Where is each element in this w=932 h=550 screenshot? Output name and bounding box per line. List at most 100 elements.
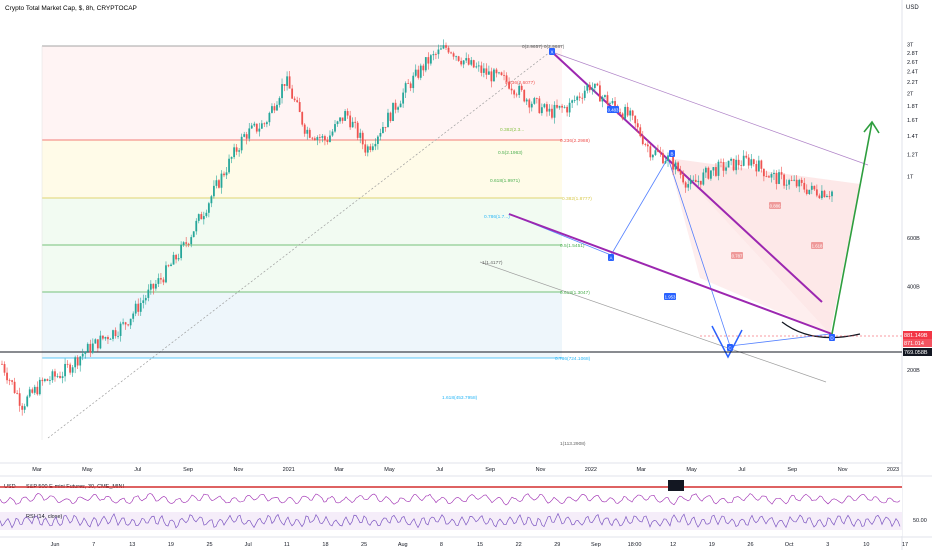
candle-body [177, 258, 180, 260]
candle-body [215, 180, 218, 186]
bottom-tick-label: 25 [361, 542, 367, 548]
candle-body [271, 106, 273, 113]
candle-body [167, 265, 170, 267]
candle-body [273, 106, 276, 111]
time-axis-ticks: Mar May Jul Sep Nov 2021 Mar May Jul Sep Nov 2022 Ma… [32, 467, 899, 473]
price-tick-label: 2.6T [907, 60, 919, 66]
candle-body [157, 278, 160, 284]
candle-body [546, 104, 548, 112]
candle-body [339, 117, 341, 122]
candle-body [238, 150, 241, 152]
candle-body [712, 167, 715, 171]
candle-body [71, 367, 74, 373]
time-tick-label: Sep [787, 467, 797, 473]
candle-body [99, 335, 102, 349]
candle-body [187, 243, 190, 245]
upper-channel-line[interactable] [551, 51, 823, 303]
candle-body [3, 364, 6, 373]
candle-body [61, 376, 64, 378]
candle-body [109, 338, 112, 340]
price-axis-unit: USD [906, 5, 919, 11]
rsi-line [0, 512, 901, 529]
candle-body [74, 357, 77, 368]
candle-body [182, 242, 185, 245]
candle-body [165, 265, 167, 283]
fib-level-label: 0.5(2.1963) [498, 150, 523, 156]
candle-body [631, 110, 634, 116]
candle-body [667, 155, 669, 162]
candle-body [725, 167, 727, 171]
candle-body [614, 101, 616, 106]
fib-level-label: 0.5(1.5451) [560, 243, 585, 249]
fib-level-label: 0.618(1.9971) [490, 178, 520, 184]
candle-body [147, 289, 150, 298]
time-tick-label: Mar [636, 467, 646, 473]
candle-body [258, 128, 261, 132]
channel-lines[interactable] [0, 51, 902, 383]
time-tick-label: 2021 [283, 467, 295, 473]
candle-body [495, 69, 498, 74]
time-tick-label: 2023 [887, 467, 899, 473]
price-candles [1, 39, 833, 416]
candle-body [91, 343, 94, 353]
bottom-tick-label: 3 [826, 542, 829, 548]
bottom-tick-label: 19 [709, 542, 715, 548]
price-axis-ticks: 3T 2.8T 2.6T 2.4T 2.2T 2T 1.8T 1.6T 1.4T 1.2T 1T 60… [907, 43, 920, 374]
fibonacci-retracement[interactable] [41, 45, 562, 440]
time-tick-label: May [686, 467, 697, 473]
candle-body [677, 162, 680, 172]
candle-body [329, 135, 331, 142]
candle-body [752, 159, 755, 165]
lower-channel-line[interactable] [508, 213, 833, 335]
candle-body [475, 66, 478, 68]
candle-body [311, 137, 314, 139]
candle-body [149, 283, 152, 290]
candle-body [245, 134, 248, 139]
candle-body [500, 72, 503, 76]
candle-body [583, 90, 586, 98]
candle-body [717, 161, 720, 176]
candle-body [689, 180, 692, 185]
price-tick-label: 3T [907, 43, 914, 49]
bottom-tick-label: 17 [902, 542, 908, 548]
candle-body [11, 380, 13, 382]
bottom-tick-label: 11 [284, 542, 290, 548]
time-tick-label: Nov [838, 467, 848, 473]
harmonic-pattern[interactable] [508, 157, 860, 347]
candle-body [104, 337, 107, 339]
sp500-line [0, 493, 901, 506]
fib-level-label: 0.382(2.3... [500, 127, 524, 133]
candle-body [800, 179, 803, 183]
candle-body [33, 386, 36, 393]
candle-body [538, 98, 541, 114]
candle-body [389, 112, 392, 121]
candle-body [306, 129, 309, 134]
bottom-tick-label: Oct [785, 542, 794, 548]
candle-body [303, 124, 306, 134]
candle-body [543, 104, 546, 108]
candle-body [548, 108, 551, 112]
candle-body [185, 242, 188, 244]
candle-body [735, 159, 738, 171]
candle-body [293, 98, 296, 101]
candle-body [119, 323, 122, 336]
candle-body [336, 121, 339, 125]
time-tick-label: Jul [436, 467, 443, 473]
candle-body [324, 136, 326, 141]
candle-body [596, 83, 599, 86]
pattern-ratio-label: 0.483 [608, 107, 619, 112]
candle-body [230, 157, 233, 159]
candle-body [437, 49, 440, 55]
target-arrow-line[interactable] [831, 121, 873, 335]
candle-body [704, 167, 707, 173]
candle-body [233, 147, 235, 158]
time-tick-label: May [384, 467, 395, 473]
candle-body [399, 103, 402, 108]
candle-body [692, 179, 695, 181]
candle-body [828, 195, 831, 197]
candle-body [566, 106, 569, 113]
candle-body [94, 339, 97, 344]
fib-zone-mid [42, 140, 562, 198]
price-tick-label: 1.6T [907, 118, 919, 124]
